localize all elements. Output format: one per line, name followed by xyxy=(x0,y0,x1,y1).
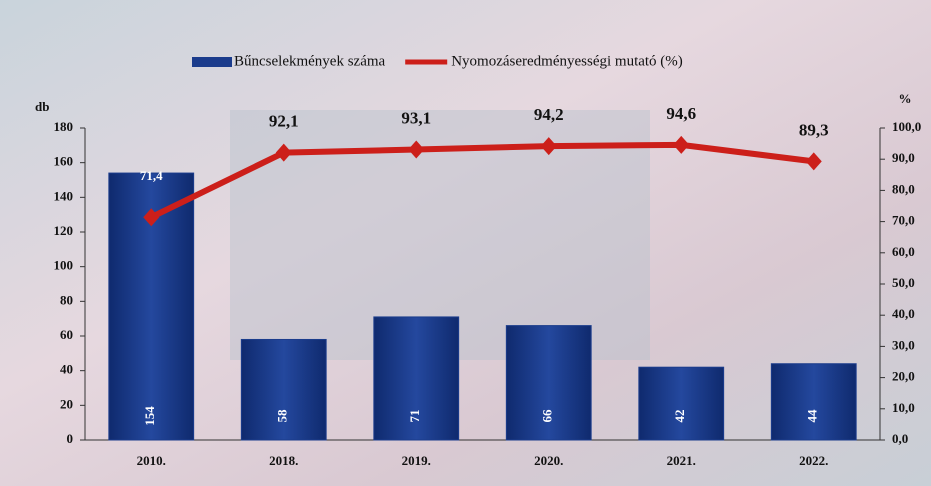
chart: db % 0 20 40 60 80 100 120 140 160 180 0,0 10,0 20,0… xyxy=(0,0,931,486)
y2-tick-label: 70,0 xyxy=(892,213,915,228)
legend-label: Bűncselekmények száma xyxy=(234,53,386,69)
y2-tick-label: 50,0 xyxy=(892,275,915,290)
bar-value-label: 42 xyxy=(672,410,687,423)
y2-tick-label: 60,0 xyxy=(892,244,915,259)
y2-tick-label: 80,0 xyxy=(892,181,915,196)
bar-value-label: 154 xyxy=(142,406,157,426)
legend-label: Nyomozáseredményességi mutató (%) xyxy=(451,53,683,69)
x-tick-label: 2021. xyxy=(667,453,696,468)
bar xyxy=(241,339,326,440)
y2-tick-label: 10,0 xyxy=(892,400,915,415)
line-value-label: 92,1 xyxy=(269,112,299,131)
x-tick-label: 2019. xyxy=(402,453,431,468)
x-tick-label: 2010. xyxy=(137,453,166,468)
y2-tick-label: 30,0 xyxy=(892,337,915,352)
y-tick-label: 140 xyxy=(54,188,74,203)
line-value-label: 94,6 xyxy=(666,104,696,123)
line-value-label: 94,2 xyxy=(534,105,564,124)
y-tick-label: 40 xyxy=(60,362,73,377)
bar-value-label: 44 xyxy=(805,409,820,423)
y-axis-label: db xyxy=(35,99,49,114)
y-tick-label: 160 xyxy=(54,154,74,169)
y2-tick-label: 100,0 xyxy=(892,119,921,134)
y-tick-label: 100 xyxy=(54,258,74,273)
y-tick-label: 80 xyxy=(60,292,73,307)
y2-axis-label: % xyxy=(899,91,912,106)
x-tick-label: 2020. xyxy=(534,453,563,468)
bar-value-label: 71 xyxy=(407,410,422,423)
y-tick-label: 180 xyxy=(54,119,74,134)
y-tick-label: 20 xyxy=(60,396,73,411)
bar-value-label: 58 xyxy=(275,409,290,423)
y2-tick-label: 0,0 xyxy=(892,431,908,446)
bar-value-label: 66 xyxy=(540,409,555,423)
x-tick-label: 2022. xyxy=(799,453,828,468)
line-value-label: 93,1 xyxy=(401,108,431,127)
legend-swatch xyxy=(192,57,232,67)
bar xyxy=(771,364,856,440)
bar xyxy=(639,367,724,440)
x-tick-label: 2018. xyxy=(269,453,298,468)
y2-tick-label: 20,0 xyxy=(892,369,915,384)
line-value-label: 89,3 xyxy=(799,120,829,139)
y2-tick-label: 40,0 xyxy=(892,306,915,321)
y-tick-label: 0 xyxy=(67,431,74,446)
line-value-label: 71,4 xyxy=(140,168,163,183)
y2-tick-label: 90,0 xyxy=(892,150,915,165)
y-tick-label: 120 xyxy=(54,223,74,238)
y-tick-label: 60 xyxy=(60,327,73,342)
